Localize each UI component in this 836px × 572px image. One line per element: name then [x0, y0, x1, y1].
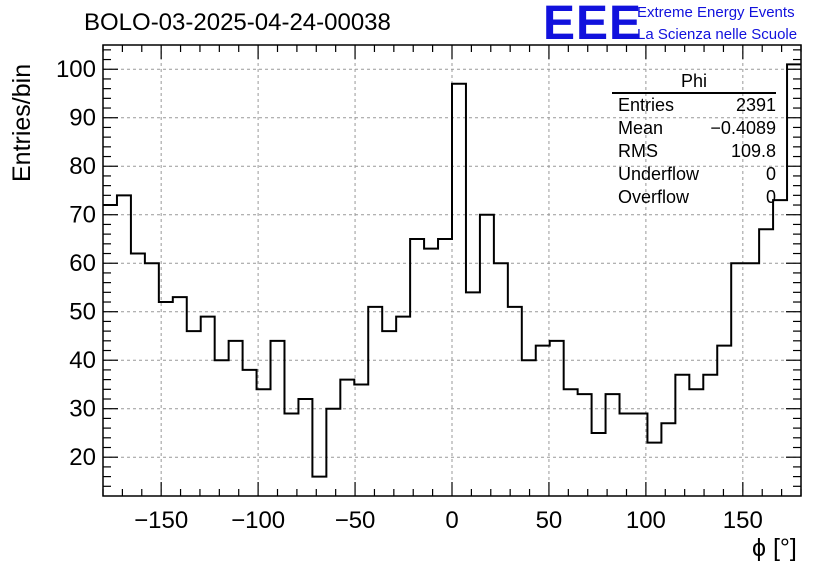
eee-logo-line1: Extreme Energy Events: [637, 4, 795, 21]
plot-title: BOLO-03-2025-04-24-00038: [84, 9, 391, 36]
tick-labels: −150 −100 −50 0 50 100 150 20 30 40 50 60 70 80 90 100: [56, 56, 763, 534]
histogram-bin: [117, 195, 131, 496]
histogram-bin: [271, 341, 285, 496]
histogram-bin: [368, 307, 382, 496]
y-tick-label: 70: [69, 202, 96, 229]
histogram-bin: [159, 302, 173, 496]
histogram-bin: [564, 389, 578, 496]
stats-value: 2391: [735, 95, 776, 115]
eee-logo: EEE: [543, 0, 643, 50]
histogram-bin: [606, 394, 620, 496]
histogram-bin: [745, 263, 759, 496]
histogram-bin: [326, 409, 340, 496]
histogram-bin: [689, 389, 703, 496]
histogram-bin: [229, 341, 243, 496]
eee-logo-line2: La Scienza nelle Scuole: [637, 26, 798, 43]
histogram-bin: [647, 443, 661, 496]
histogram-bin: [103, 205, 117, 496]
stats-divider: [612, 92, 776, 94]
x-tick-label: 100: [626, 507, 666, 534]
y-tick-label: 80: [69, 153, 96, 180]
stats-row-underflow: Underflow 0: [612, 163, 776, 186]
stats-label: Underflow: [618, 164, 700, 184]
y-axis-label: Entries/bin: [8, 63, 36, 182]
axis-ticks: [102, 45, 802, 496]
x-axis-label: ϕ [°]: [752, 534, 797, 562]
stats-box: Phi Entries 2391 Mean −0.4089 RMS 109.8 …: [612, 70, 776, 209]
y-tick-label: 60: [69, 250, 96, 277]
y-tick-label: 30: [69, 396, 96, 423]
histogram-bin: [773, 200, 787, 496]
stats-label: Overflow: [618, 187, 690, 207]
histogram-bin: [298, 399, 312, 496]
x-tick-label: 50: [536, 507, 563, 534]
y-tick-label: 50: [69, 299, 96, 326]
histogram-bin: [452, 84, 466, 496]
histogram-outline: [103, 63, 801, 478]
x-tick-label: 150: [723, 507, 763, 534]
histogram-bin: [438, 239, 452, 496]
histogram-bin: [410, 239, 424, 496]
stats-value: 0: [765, 164, 776, 184]
stats-label: Mean: [618, 118, 664, 138]
histogram-bin: [187, 331, 201, 496]
histogram-bin: [243, 370, 257, 496]
histogram-bin: [257, 389, 271, 496]
histogram-bin: [354, 384, 368, 496]
histogram-bin: [424, 249, 438, 496]
y-tick-label: 40: [69, 347, 96, 374]
histogram-bin: [661, 423, 675, 496]
histogram-bins: [103, 63, 801, 496]
stats-row-mean: Mean −0.4089: [612, 117, 776, 140]
histogram-bin: [396, 317, 410, 496]
histogram-bin: [508, 307, 522, 496]
histogram-bin: [703, 375, 717, 496]
histogram-bin: [536, 346, 550, 496]
histogram-bin: [284, 414, 298, 496]
histogram-bin: [578, 394, 592, 496]
histogram-bin: [382, 331, 396, 496]
stats-value: 109.8: [730, 141, 776, 161]
histogram-bin: [494, 263, 508, 496]
histogram-bin: [340, 380, 354, 496]
histogram-bin: [131, 254, 145, 496]
histogram-bin: [145, 263, 159, 496]
histogram-bin: [633, 414, 647, 496]
stats-row-rms: RMS 109.8: [612, 140, 776, 163]
histogram-bin: [522, 360, 536, 496]
x-tick-label: 0: [445, 507, 458, 534]
histogram-bin: [759, 229, 773, 496]
histogram-bin: [312, 477, 326, 496]
histogram-bin: [717, 346, 731, 496]
stats-label: RMS: [618, 141, 658, 161]
histogram-bin: [480, 215, 494, 496]
histogram-bin: [201, 317, 215, 496]
histogram-bin: [215, 360, 229, 496]
stats-label: Entries: [618, 95, 675, 115]
y-tick-label: 90: [69, 105, 96, 132]
y-tick-label: 20: [69, 444, 96, 471]
histogram-bin: [675, 375, 689, 496]
y-tick-label: 100: [56, 56, 96, 83]
x-tick-label: −100: [231, 507, 285, 534]
histogram-bin: [731, 263, 745, 496]
stats-value: 0: [765, 187, 776, 207]
x-tick-label: −50: [335, 507, 376, 534]
histogram-bin: [787, 64, 801, 496]
stats-value: −0.4089: [710, 118, 776, 138]
histogram-bin: [466, 292, 480, 496]
histogram-bin: [173, 297, 187, 496]
stats-name: Phi: [680, 71, 707, 91]
histogram-bin: [592, 433, 606, 496]
histogram-bin: [620, 414, 634, 496]
x-tick-label: −150: [134, 507, 188, 534]
histogram-bin: [550, 341, 564, 496]
stats-row-entries: Entries 2391: [612, 94, 776, 117]
stats-row-overflow: Overflow 0: [612, 186, 776, 209]
